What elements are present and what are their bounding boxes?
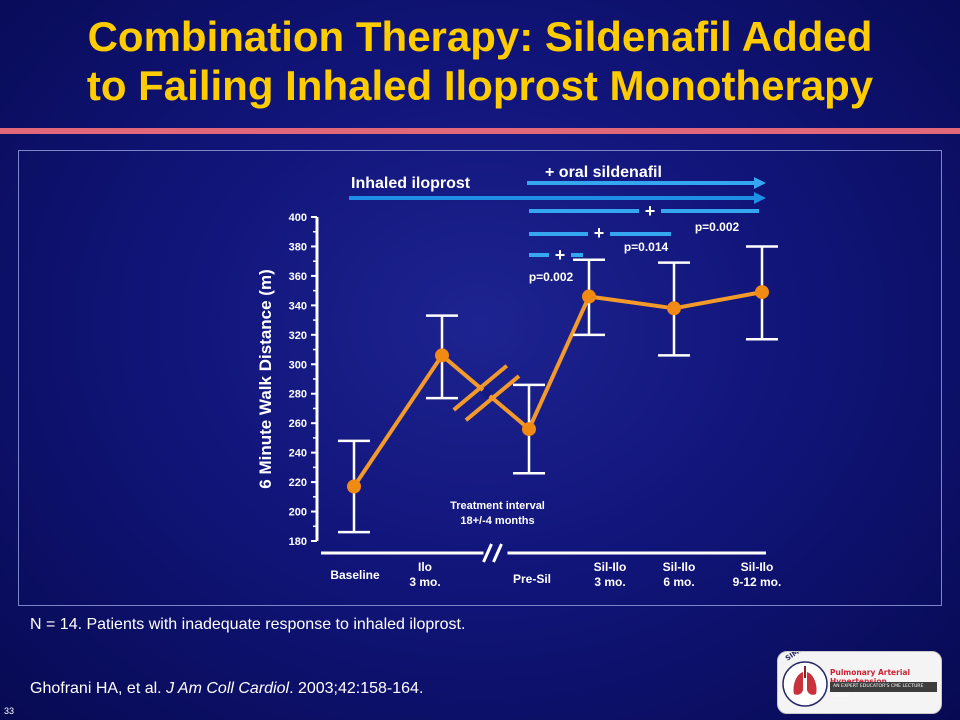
lungs-icon <box>782 661 828 707</box>
slide-number: 33 <box>4 706 15 716</box>
x-axis-break-mark <box>492 543 503 563</box>
y-tick-label: 280 <box>289 389 307 401</box>
series-line-segment <box>587 294 676 311</box>
comparison-plus: + <box>645 201 656 221</box>
y-tick-label: 180 <box>289 536 307 548</box>
chart-frame: 180 200 220 240 260 280 300 320 340 360 380 400 6 Mi… <box>18 150 942 606</box>
iloprost-label: Inhaled iloprost <box>351 175 471 192</box>
x-category-label: Ilo <box>418 560 432 574</box>
treatment-interval-label: Treatment interval <box>450 500 545 512</box>
series-break-mark <box>452 364 509 412</box>
comparison-plus: + <box>555 245 566 265</box>
y-tick-label: 380 <box>289 241 307 253</box>
x-category-label: 6 mo. <box>663 575 694 589</box>
x-category-label: Pre-Sil <box>513 572 551 586</box>
sildenafil-label: + oral sildenafil <box>545 164 662 181</box>
series-line-segment <box>672 290 764 311</box>
iloprost-arrowhead <box>754 192 766 204</box>
data-point <box>667 301 681 316</box>
comparison-p-value: p=0.002 <box>695 220 740 234</box>
x-category-label: 3 mo. <box>594 575 625 589</box>
series-break-mark <box>464 374 521 422</box>
x-category-label: Sil-Ilo <box>594 560 627 574</box>
comparison-p-value: p=0.002 <box>529 270 574 284</box>
y-tick-label: 300 <box>289 359 307 371</box>
y-tick-label: 220 <box>289 477 307 489</box>
y-tick-label: 260 <box>289 418 307 430</box>
citation-details: . 2003;42:158-164. <box>289 680 424 697</box>
citation-authors: Ghofrani HA, et al. <box>30 680 167 697</box>
logo-name: Pulmonary Arterial Hypertension <box>830 668 911 686</box>
series-break-gap <box>480 386 493 399</box>
comparison-plus: + <box>594 223 605 243</box>
series-line-segment <box>352 353 444 489</box>
citation: Ghofrani HA, et al. J Am Coll Cardiol. 2… <box>30 680 423 698</box>
slide-title-line-2: to Failing Inhaled Iloprost Monotherapy <box>86 62 874 109</box>
treatment-interval-label: 18+/-4 months <box>460 515 534 527</box>
data-point <box>347 479 361 494</box>
sildenafil-arrowhead <box>754 177 766 189</box>
x-category-label: Sil-Ilo <box>741 560 774 574</box>
y-tick-label: 400 <box>289 212 307 224</box>
y-tick-label: 200 <box>289 507 307 519</box>
slide-title-line-1: Combination Therapy: Sildenafil Added <box>87 13 873 60</box>
y-tick-label: 240 <box>289 448 307 460</box>
walk-distance-chart: 180 200 220 240 260 280 300 320 340 360 380 400 6 Mi… <box>256 164 782 589</box>
x-category-label: Baseline <box>330 568 380 582</box>
x-category-label: Sil-Ilo <box>663 560 696 574</box>
y-tick-label: 320 <box>289 330 307 342</box>
series-line-segment <box>527 294 591 432</box>
y-axis-title: 6 Minute Walk Distance (m) <box>256 269 275 488</box>
data-point <box>522 422 536 437</box>
title-divider <box>0 128 960 134</box>
series-logo: SIMPLY SPEAKING Pulmonary Arterial Hyper… <box>777 651 942 714</box>
logo-tagline: AN EXPERT EDUCATOR'S CME LECTURE SERIES <box>830 682 937 699</box>
footnote: N = 14. Patients with inadequate respons… <box>30 616 466 633</box>
data-point <box>582 289 596 304</box>
y-tick-label: 360 <box>289 271 307 283</box>
data-point <box>755 285 769 300</box>
x-category-label: 9-12 mo. <box>733 575 782 589</box>
comparison-p-value: p=0.014 <box>624 240 669 254</box>
x-category-label: 3 mo. <box>409 575 440 589</box>
x-axis-break-mark <box>482 543 493 563</box>
slide-title: Combination Therapy: Sildenafil Added to… <box>0 12 960 110</box>
data-point <box>435 348 449 363</box>
citation-journal: J Am Coll Cardiol <box>166 680 290 697</box>
y-tick-label: 340 <box>289 300 307 312</box>
